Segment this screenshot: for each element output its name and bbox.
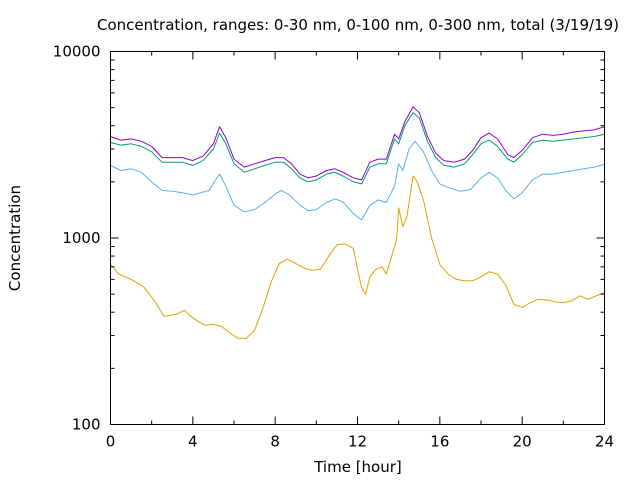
x-tick-label: 12 [348,433,367,451]
x-tick-label: 16 [430,433,449,451]
x-tick-label: 0 [106,433,116,451]
y-axis-label: Concentration [6,185,24,291]
chart-title: Concentration, ranges: 0-30 nm, 0-100 nm… [97,16,619,34]
x-tick-label: 20 [513,433,532,451]
plot-frame [110,51,605,425]
series-line-1 [110,175,605,339]
y-tick-label: 100 [72,416,101,434]
series-line-4 [110,106,605,181]
series-line-2 [110,140,605,221]
series-layer [110,106,605,339]
y-axis: 100 1000 10000 [53,43,605,434]
x-tick-label: 8 [270,433,280,451]
y-tick-label: 1000 [62,229,100,247]
x-tick-label: 24 [595,433,614,451]
x-tick-label: 4 [188,433,198,451]
series-line-3 [110,112,605,185]
x-axis: 0 4 8 12 16 20 24 [106,51,614,451]
y-tick-label: 10000 [53,43,101,61]
x-axis-label: Time [hour] [313,458,402,476]
